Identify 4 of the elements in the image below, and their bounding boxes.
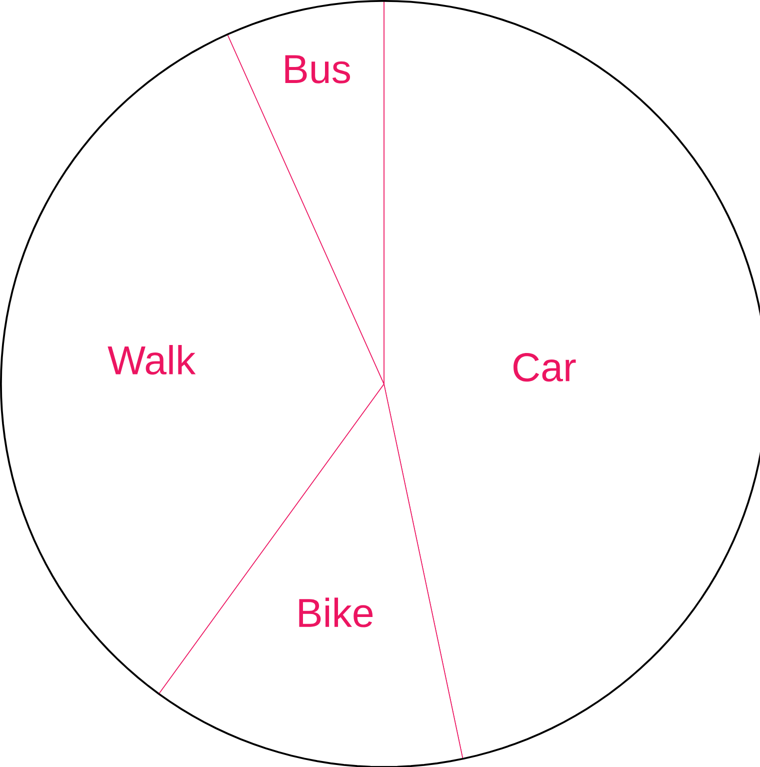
slice-label: Bus: [285, 55, 350, 84]
slice-label: Walk: [108, 344, 196, 375]
slice-label: Bike: [299, 598, 373, 628]
slice-label: Car: [514, 353, 576, 382]
